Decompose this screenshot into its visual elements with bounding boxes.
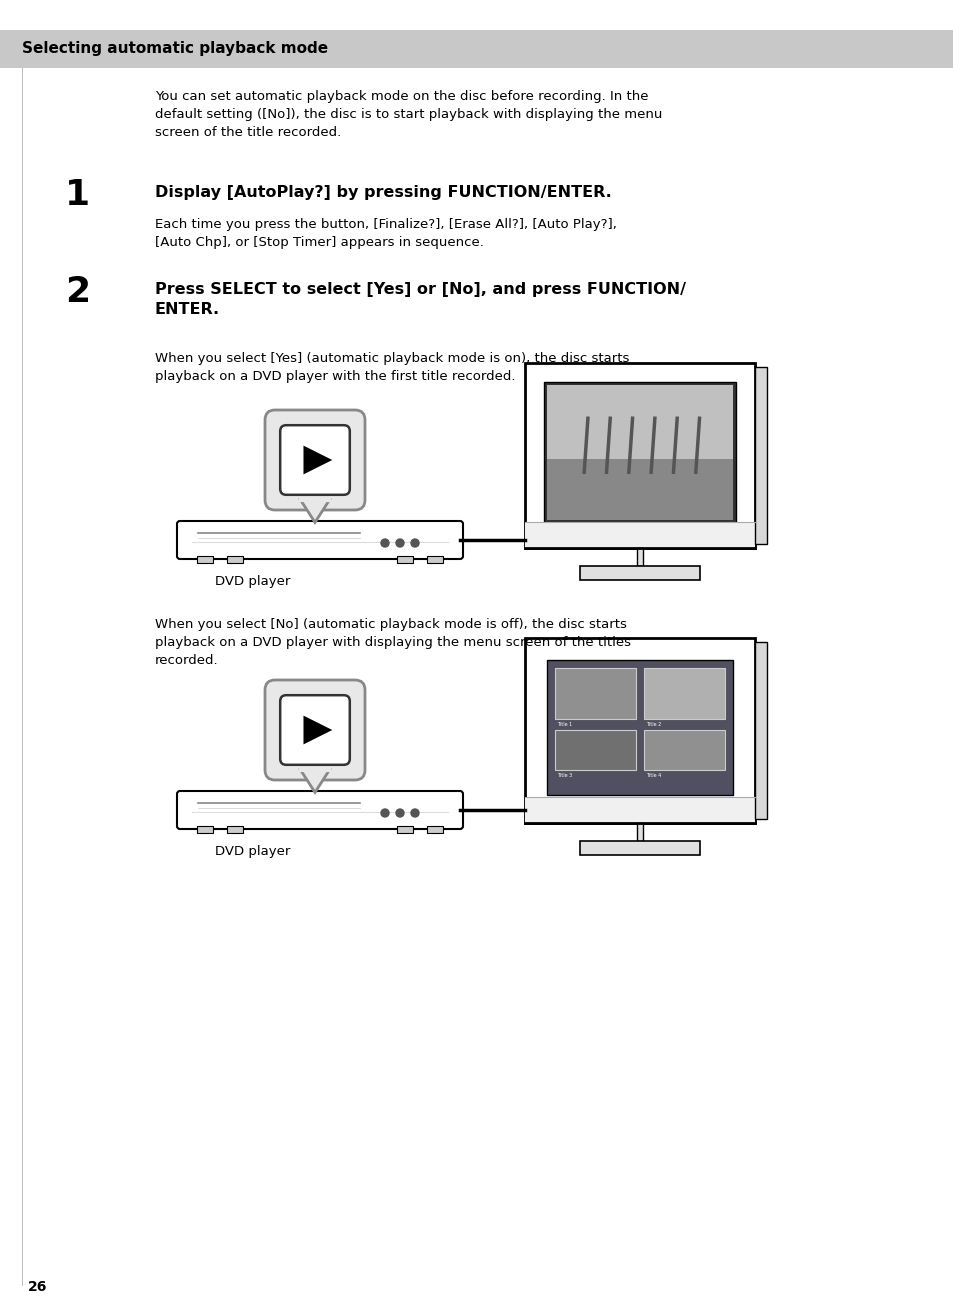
Bar xyxy=(579,565,700,579)
Bar xyxy=(643,730,724,770)
Circle shape xyxy=(380,539,389,547)
Bar xyxy=(196,556,213,562)
Text: 1: 1 xyxy=(65,178,90,212)
Text: 2: 2 xyxy=(65,275,90,309)
Polygon shape xyxy=(303,446,332,475)
Text: When you select [No] (automatic playback mode is off), the disc starts
playback : When you select [No] (automatic playback… xyxy=(154,617,630,667)
Bar xyxy=(555,667,636,719)
Text: Press SELECT to select [Yes] or [No], and press FUNCTION/
ENTER.: Press SELECT to select [Yes] or [No], an… xyxy=(154,283,685,317)
Bar xyxy=(524,362,754,548)
Bar xyxy=(427,556,442,562)
Text: Selecting automatic playback mode: Selecting automatic playback mode xyxy=(22,42,328,56)
Polygon shape xyxy=(300,500,329,522)
FancyBboxPatch shape xyxy=(280,425,350,494)
Bar xyxy=(396,825,413,833)
Circle shape xyxy=(411,539,418,547)
Bar xyxy=(196,825,213,833)
FancyBboxPatch shape xyxy=(265,409,365,510)
Text: Title 3: Title 3 xyxy=(557,773,572,778)
Bar xyxy=(543,382,735,522)
Bar xyxy=(524,522,754,548)
Text: Title 4: Title 4 xyxy=(645,773,660,778)
Bar xyxy=(754,641,766,819)
Bar xyxy=(524,637,754,823)
Bar xyxy=(396,556,413,562)
Bar xyxy=(754,366,766,544)
FancyBboxPatch shape xyxy=(177,791,462,829)
FancyBboxPatch shape xyxy=(265,680,365,780)
Bar xyxy=(227,556,243,562)
FancyBboxPatch shape xyxy=(280,695,350,765)
Bar xyxy=(546,385,732,459)
Bar xyxy=(427,825,442,833)
Bar xyxy=(227,825,243,833)
Text: Each time you press the button, [Finalize?], [Erase All?], [Auto Play?],
[Auto C: Each time you press the button, [Finaliz… xyxy=(154,218,617,249)
Circle shape xyxy=(380,810,389,818)
Text: Title 2: Title 2 xyxy=(645,722,660,727)
Polygon shape xyxy=(300,770,329,793)
Text: Title 1: Title 1 xyxy=(557,722,572,727)
Text: You can set automatic playback mode on the disc before recording. In the
default: You can set automatic playback mode on t… xyxy=(154,90,661,139)
Bar xyxy=(0,30,953,68)
Bar xyxy=(643,667,724,719)
Polygon shape xyxy=(303,715,332,744)
Bar xyxy=(546,659,732,794)
Circle shape xyxy=(411,810,418,818)
Bar xyxy=(637,548,642,565)
Text: DVD player: DVD player xyxy=(214,576,290,589)
Text: 26: 26 xyxy=(28,1281,48,1294)
Text: When you select [Yes] (automatic playback mode is on), the disc starts
playback : When you select [Yes] (automatic playbac… xyxy=(154,352,629,383)
Text: Display [AutoPlay?] by pressing FUNCTION/ENTER.: Display [AutoPlay?] by pressing FUNCTION… xyxy=(154,184,611,200)
Circle shape xyxy=(395,539,403,547)
Bar xyxy=(555,730,636,770)
Text: DVD player: DVD player xyxy=(214,845,290,858)
Bar xyxy=(546,459,732,519)
Circle shape xyxy=(395,810,403,818)
FancyBboxPatch shape xyxy=(177,521,462,559)
Bar xyxy=(579,841,700,854)
Bar xyxy=(637,823,642,841)
Bar xyxy=(524,797,754,823)
